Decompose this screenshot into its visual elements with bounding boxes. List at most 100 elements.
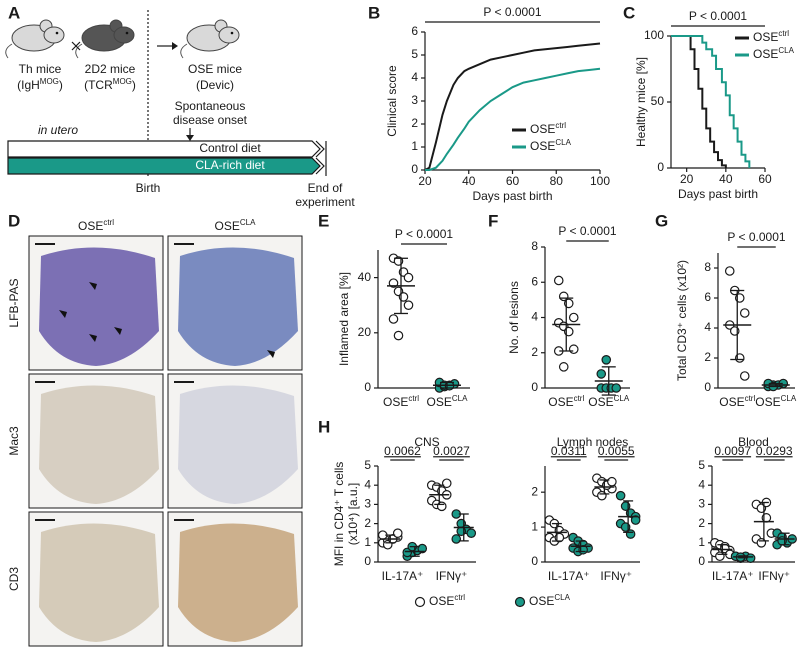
y-tick-label: 0: [411, 162, 418, 176]
row-label: LFB-PAS: [7, 278, 21, 327]
cross: [71, 41, 81, 51]
data-point: [441, 478, 452, 489]
text-run: OSE: [78, 219, 103, 233]
legend-label: OSEctrl: [530, 121, 566, 137]
data-point: [553, 275, 564, 286]
text-run: ctrl: [778, 29, 789, 38]
mouse-head: [218, 26, 240, 44]
data-point: [393, 330, 404, 341]
mouse-strain: (IgHMOG): [17, 77, 63, 93]
text-run: (Devic): [196, 78, 234, 92]
data-point: [739, 371, 750, 381]
text-run: (IgH: [17, 78, 40, 92]
mouse-name: OSE mice: [188, 62, 242, 76]
data-line: [671, 35, 727, 168]
text-run: (TCR: [84, 78, 113, 92]
data-point: [417, 543, 428, 554]
y-tick-label: 0: [698, 554, 705, 568]
x-tick-label: IFNγ⁺: [436, 569, 468, 583]
x-tick-label: 20: [418, 174, 432, 188]
y-tick-label: 4: [411, 70, 418, 84]
text-run: ctrl: [574, 394, 585, 403]
p-value: P < 0.0001: [689, 9, 747, 23]
data-point: [392, 528, 403, 538]
text-run: OSE: [548, 395, 573, 409]
p-value: 0.0027: [433, 444, 470, 458]
data-point: [601, 354, 612, 365]
arrowhead-marker: [114, 327, 122, 335]
y-axis-label: (x10⁴) [a.u.]: [346, 483, 360, 546]
panel-letter: C: [623, 3, 635, 22]
text-run: CLA: [778, 46, 794, 55]
y-tick-label: 2: [531, 345, 538, 359]
mouse-eye: [230, 31, 234, 35]
text-run: ctrl: [103, 218, 114, 227]
text-run: ): [59, 78, 63, 92]
p-value: P < 0.0001: [558, 224, 616, 238]
arrowhead: [172, 42, 178, 50]
arrowhead-marker: [89, 334, 97, 342]
text-run: OSE: [753, 30, 778, 44]
legend-swatch: [414, 596, 426, 608]
y-tick-label: 8: [531, 239, 538, 253]
y-tick-label: 20: [358, 325, 372, 339]
x-tick-label: IFNγ⁺: [758, 569, 790, 583]
data-point: [388, 314, 399, 324]
arrowhead: [186, 135, 194, 141]
legend-label: OSECLA: [753, 46, 795, 62]
legend-label: OSEctrl: [753, 29, 789, 45]
data-point: [739, 308, 750, 318]
mouse-strain: (TCRMOG): [84, 77, 136, 93]
x-tick-label: 40: [719, 172, 733, 186]
text-run: CLA: [240, 218, 256, 227]
diet-bar: [7, 140, 321, 158]
y-tick-label: 0: [704, 380, 711, 394]
tissue-section: [178, 523, 298, 642]
onset-label: Spontaneous: [175, 99, 246, 113]
data-line: [671, 35, 751, 168]
data-point: [596, 369, 607, 379]
y-axis-label: Total CD3⁺ cells (x10²): [675, 260, 689, 381]
y-tick-label: 100: [644, 28, 664, 42]
column-header: OSEctrl: [78, 218, 114, 234]
text-run: OSE: [529, 594, 554, 608]
diet-bar: [7, 157, 321, 175]
x-tick-label: 60: [758, 172, 772, 186]
panel-letter: D: [8, 211, 20, 230]
birth-label: Birth: [136, 181, 161, 195]
y-tick-label: 0: [364, 380, 371, 394]
row-label: CD3: [7, 567, 21, 591]
text-run: OSE: [530, 122, 555, 136]
y-tick-label: 3: [364, 497, 371, 511]
y-tick-label: 2: [411, 116, 418, 130]
text-run: OSE: [530, 139, 555, 153]
y-tick-label: 4: [698, 477, 705, 491]
y-tick-label: 3: [698, 497, 705, 511]
mouse-eye: [125, 31, 129, 35]
arrowhead-marker: [89, 282, 97, 290]
data-point: [451, 534, 462, 544]
legend-label: OSEctrl: [429, 593, 465, 609]
text-run: OSE: [719, 395, 744, 409]
p-value: 0.0097: [714, 444, 751, 458]
text-run: OSE: [427, 395, 452, 409]
x-tick-label: 60: [506, 174, 520, 188]
legend-swatch: [514, 596, 526, 608]
y-tick-label: 0: [657, 160, 664, 174]
x-tick-label: IFNγ⁺: [600, 569, 632, 583]
data-point: [607, 476, 617, 487]
data-point: [568, 344, 579, 355]
y-tick-label: 1: [531, 519, 538, 533]
p-value: 0.0062: [384, 444, 421, 458]
panel-letter: E: [318, 211, 329, 230]
y-tick-label: 0: [531, 554, 538, 568]
end-label: experiment: [295, 195, 355, 209]
end-chevron: [315, 140, 325, 175]
onset-label: disease onset: [173, 113, 248, 127]
x-tick-label: 20: [680, 172, 694, 186]
text-run: ctrl: [555, 121, 566, 130]
p-value: P < 0.0001: [727, 230, 785, 244]
y-tick-label: 1: [364, 535, 371, 549]
y-tick-label: 40: [358, 270, 372, 284]
